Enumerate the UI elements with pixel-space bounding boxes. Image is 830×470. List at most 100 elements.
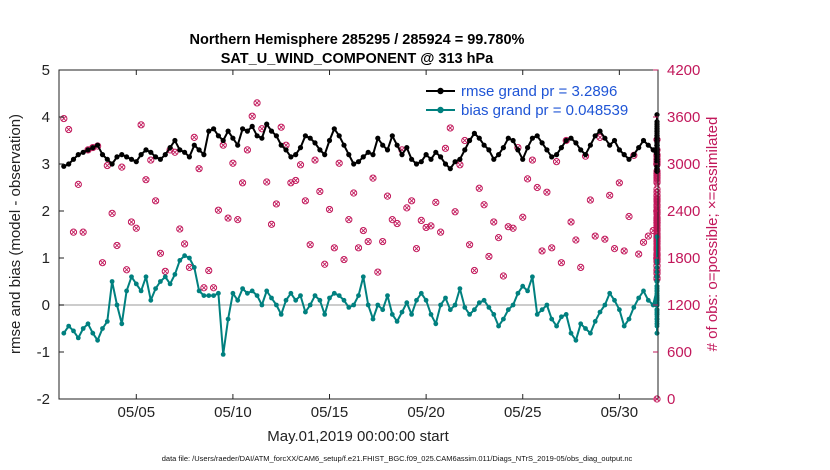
- obs-count-point: [499, 272, 508, 280]
- rmse-point: [525, 145, 531, 151]
- obs-possible-marker: [263, 178, 271, 186]
- bias-point: [331, 290, 337, 296]
- obs-assimilated-marker: [249, 113, 255, 119]
- obs-assimilated-marker: [225, 215, 231, 221]
- obs-possible-marker: [374, 268, 382, 276]
- obs-assimilated-marker: [370, 175, 376, 181]
- obs-assimilated-marker: [592, 233, 598, 239]
- bias-point: [90, 330, 96, 336]
- rmse-point: [654, 168, 660, 174]
- bias-point: [549, 316, 555, 322]
- rmse-point: [654, 119, 660, 125]
- rmse-point: [447, 166, 453, 172]
- bias-point: [249, 288, 255, 294]
- bias-point: [346, 305, 352, 310]
- rmse-point: [268, 128, 275, 134]
- bias-point: [612, 297, 617, 303]
- obs-count-point: [557, 259, 565, 267]
- obs-possible-marker: [606, 191, 614, 199]
- obs-possible-marker: [108, 209, 116, 217]
- bias-point: [607, 290, 613, 296]
- rmse-point: [380, 142, 386, 148]
- bias-point: [187, 255, 192, 261]
- obs-possible-marker: [364, 237, 372, 246]
- bias-point: [177, 258, 183, 263]
- bias-point: [264, 288, 270, 294]
- rmse-point: [539, 140, 545, 146]
- rmse-point: [346, 152, 352, 158]
- obs-possible-marker: [79, 228, 87, 236]
- left-tick-label: 0: [42, 297, 50, 314]
- rmse-point: [182, 149, 188, 155]
- rmse-point: [307, 135, 313, 141]
- obs-count-point: [267, 220, 276, 228]
- obs-assimilated-marker: [544, 189, 550, 195]
- rmse-point: [467, 137, 473, 144]
- obs-count-point: [451, 208, 459, 216]
- obs-assimilated-marker: [273, 201, 279, 207]
- obs-possible-marker: [446, 124, 454, 132]
- obs-count-point: [359, 226, 367, 235]
- obs-count-point: [644, 232, 652, 240]
- obs-possible-marker: [123, 266, 131, 274]
- obs-count-point: [209, 284, 218, 292]
- bias-point: [510, 302, 516, 308]
- obs-possible-marker: [432, 198, 440, 206]
- rmse-point: [114, 154, 120, 160]
- obs-possible-marker: [224, 214, 232, 222]
- obs-count-point: [615, 179, 623, 187]
- rmse-point: [587, 142, 594, 148]
- obs-assimilated-marker: [447, 125, 453, 131]
- obs-assimilated-marker: [298, 162, 304, 168]
- bias-point: [457, 286, 463, 291]
- obs-count-point: [388, 216, 396, 224]
- obs-count-point: [335, 159, 343, 167]
- bias-point: [114, 302, 120, 308]
- obs-assimilated-marker: [394, 221, 400, 227]
- bias-point: [520, 283, 526, 289]
- obs-assimilated-marker: [602, 236, 608, 242]
- obs-assimilated-marker: [75, 181, 81, 187]
- obs-count-point: [118, 163, 126, 171]
- obs-assimilated-marker: [452, 209, 458, 215]
- obs-possible-marker: [321, 260, 329, 268]
- rmse-point: [534, 133, 540, 139]
- obs-assimilated-marker: [191, 134, 197, 140]
- obs-possible-marker: [301, 197, 309, 205]
- bias-point: [293, 297, 299, 303]
- rmse-point: [563, 137, 569, 144]
- rmse-point: [636, 145, 642, 151]
- bias-point: [100, 326, 105, 331]
- rmse-point: [206, 128, 212, 134]
- obs-count-point: [229, 159, 237, 167]
- rmse-point: [259, 135, 265, 141]
- obs-possible-marker: [74, 180, 82, 188]
- obs-assimilated-marker: [568, 219, 574, 225]
- obs-count-point: [301, 197, 309, 205]
- obs-count-point: [470, 266, 479, 275]
- rmse-point: [607, 142, 613, 148]
- obs-possible-marker: [653, 226, 661, 235]
- obs-assimilated-marker: [341, 257, 347, 263]
- obs-assimilated-marker: [534, 184, 540, 191]
- obs-count-point: [108, 209, 116, 217]
- obs-possible-marker: [644, 232, 652, 240]
- rmse-point: [235, 142, 241, 148]
- obs-count-point: [639, 238, 648, 246]
- obs-assimilated-marker: [70, 229, 77, 235]
- obs-count-point: [345, 216, 353, 224]
- obs-assimilated-marker: [389, 217, 395, 223]
- bias-point: [158, 279, 163, 284]
- bias-point: [654, 279, 660, 284]
- obs-possible-marker: [490, 218, 498, 226]
- bias-point: [654, 258, 660, 263]
- rmse-point: [365, 149, 371, 155]
- rmse-point: [549, 154, 555, 160]
- obs-possible-marker: [567, 218, 575, 226]
- bias-point: [95, 337, 100, 343]
- bias-point: [389, 312, 395, 317]
- obs-assimilated-marker: [612, 246, 618, 252]
- obs-count-point: [311, 156, 319, 164]
- x-tick-label: 05/30: [601, 404, 639, 421]
- rmse-point: [360, 154, 366, 160]
